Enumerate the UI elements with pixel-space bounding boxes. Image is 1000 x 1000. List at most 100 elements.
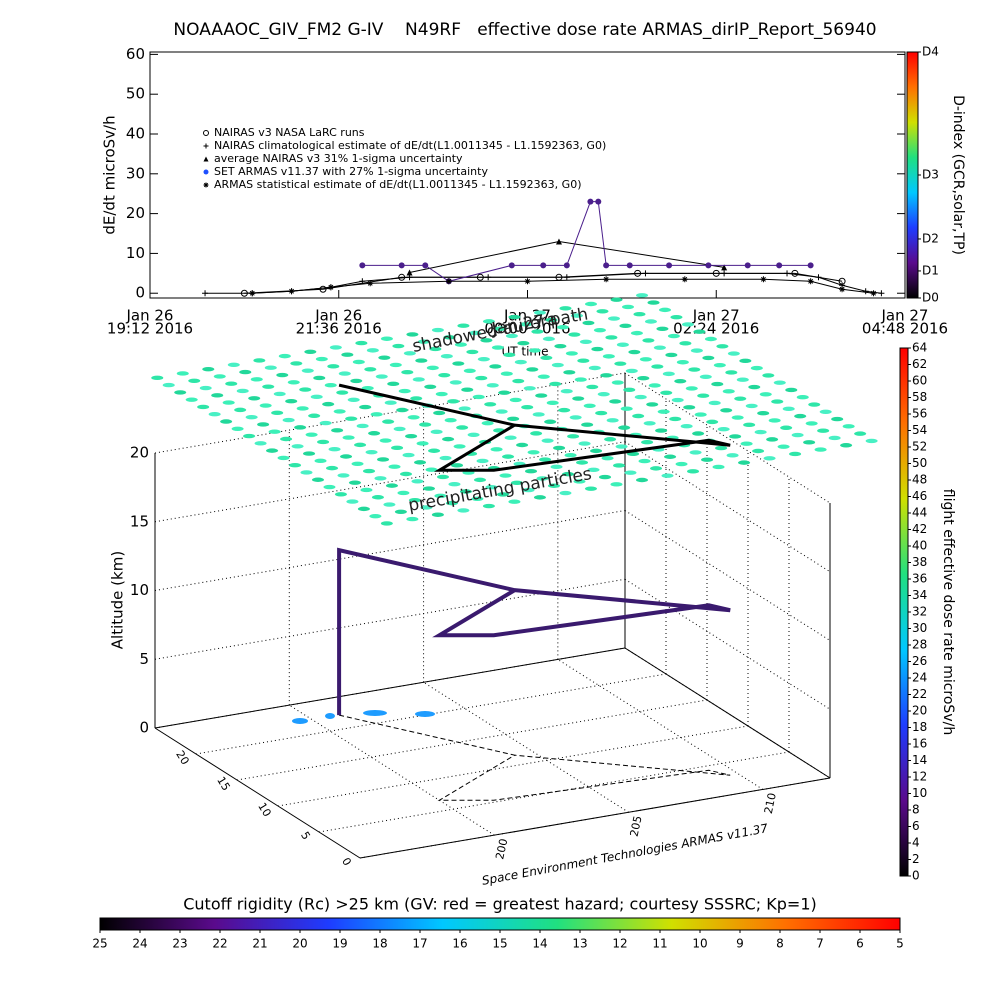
particle-cell <box>410 396 423 401</box>
particle-cell <box>842 424 855 429</box>
colorbar-tick-label: 38 <box>912 555 927 569</box>
particle-cell <box>516 442 529 448</box>
particle-cell <box>613 463 626 468</box>
colorbar-tick-label: 0 <box>912 869 920 883</box>
particle-cell <box>567 434 580 439</box>
particle-cell <box>669 416 682 422</box>
particle-cell <box>605 335 618 340</box>
particle-cell <box>300 470 313 475</box>
particle-cell <box>611 380 624 385</box>
colorbar-tick-label: 56 <box>912 407 927 421</box>
particle-cell <box>378 355 391 360</box>
particle-cell <box>342 435 355 440</box>
aurora-patch <box>415 711 435 717</box>
grid-line <box>624 578 831 710</box>
particle-cell <box>266 448 279 453</box>
particle-cell <box>690 348 703 353</box>
particle-cell <box>208 412 221 417</box>
x-tick-label: 00:00 2016 <box>484 320 570 338</box>
particle-cell <box>713 362 726 368</box>
particle-cell <box>535 393 548 398</box>
particle-cell <box>403 351 416 356</box>
legend-label: ARMAS statistical estimate of dE/dt(L1.0… <box>214 178 581 191</box>
particle-cell <box>593 327 606 333</box>
particle-cell <box>647 300 660 305</box>
particle-cell <box>780 425 793 430</box>
marker <box>721 270 728 277</box>
particle-cell <box>461 387 474 392</box>
particle-cell <box>794 413 807 419</box>
particle-cell <box>623 387 636 393</box>
z-tick-label: 10 <box>130 581 149 599</box>
particle-cell <box>453 444 466 449</box>
particle-cell <box>731 415 744 420</box>
x-axis-label: Space Environment Technologies ARMAS v11… <box>481 821 770 888</box>
particle-cell <box>408 497 421 503</box>
x-tick-label: 19:12 2016 <box>107 320 193 338</box>
particle-cell <box>402 452 415 458</box>
particle-cell <box>290 361 303 366</box>
chart-title: NOAAAOC_GIV_FM2 G-IV N49RF effective dos… <box>173 20 876 40</box>
particle-cell <box>588 365 601 371</box>
particle-cell <box>573 479 586 484</box>
particle-cell <box>502 454 515 459</box>
particle-cell <box>347 397 360 402</box>
particle-cell <box>704 336 717 342</box>
particle-cell <box>680 424 693 429</box>
particle-cell <box>619 323 632 329</box>
particle-cell <box>442 436 455 442</box>
particle-cell <box>234 407 247 413</box>
particle-cell <box>544 419 557 424</box>
grid-line <box>289 704 495 836</box>
particle-cell <box>537 374 550 379</box>
particle-cell <box>248 396 261 401</box>
colorbar-tick-label: 58 <box>912 390 927 404</box>
particle-cell <box>202 366 215 372</box>
colorbar-tick-label: 46 <box>912 489 927 503</box>
particle-cell <box>639 357 652 362</box>
particle-cell <box>655 428 668 433</box>
particle-cell <box>785 387 798 393</box>
particle-cell <box>854 431 867 436</box>
particle-cell <box>526 367 539 372</box>
colorbar-tick-label: 18 <box>372 937 387 951</box>
particle-cell <box>643 421 656 426</box>
y-tick-label: 20 <box>126 204 145 222</box>
particle-cell <box>294 425 307 430</box>
particle-cell <box>414 460 427 465</box>
particle-cell <box>604 437 617 442</box>
colorbar-tick-label: 48 <box>912 473 927 487</box>
z-tick-label: 15 <box>130 512 149 530</box>
particle-cell <box>468 330 481 336</box>
particle-cell <box>211 393 224 398</box>
marker <box>203 156 209 162</box>
particle-cell <box>317 439 330 445</box>
particle-cell <box>291 444 304 449</box>
particle-cell <box>363 468 376 474</box>
colorbar-tick-label: 16 <box>912 737 927 751</box>
y-tick-label: 30 <box>126 164 145 182</box>
particle-cell <box>426 365 439 371</box>
colorbar-tick-label: 4 <box>912 836 920 850</box>
x-tick-label: 21:36 2016 <box>296 320 382 338</box>
particle-cell <box>533 310 546 315</box>
particle-cell <box>472 394 485 400</box>
particle-cell <box>406 332 419 337</box>
particle-cell <box>484 402 497 407</box>
particle-cell <box>303 451 316 456</box>
particle-cell <box>805 421 818 426</box>
particle-cell <box>745 403 758 409</box>
x-tick-label: Jan 26 <box>126 307 174 325</box>
particle-cell <box>254 441 267 446</box>
particle-cell <box>665 352 678 358</box>
particle-cell <box>494 326 507 331</box>
particle-cell <box>564 453 577 458</box>
x-tick-label: Jan 26 <box>314 307 362 325</box>
marker <box>288 288 295 295</box>
particle-cell <box>262 384 275 389</box>
series-line <box>244 272 843 294</box>
particle-cell <box>702 355 715 361</box>
colorbar-tick-label: 12 <box>612 937 627 951</box>
colorbar-tick-label: 19 <box>332 937 347 951</box>
